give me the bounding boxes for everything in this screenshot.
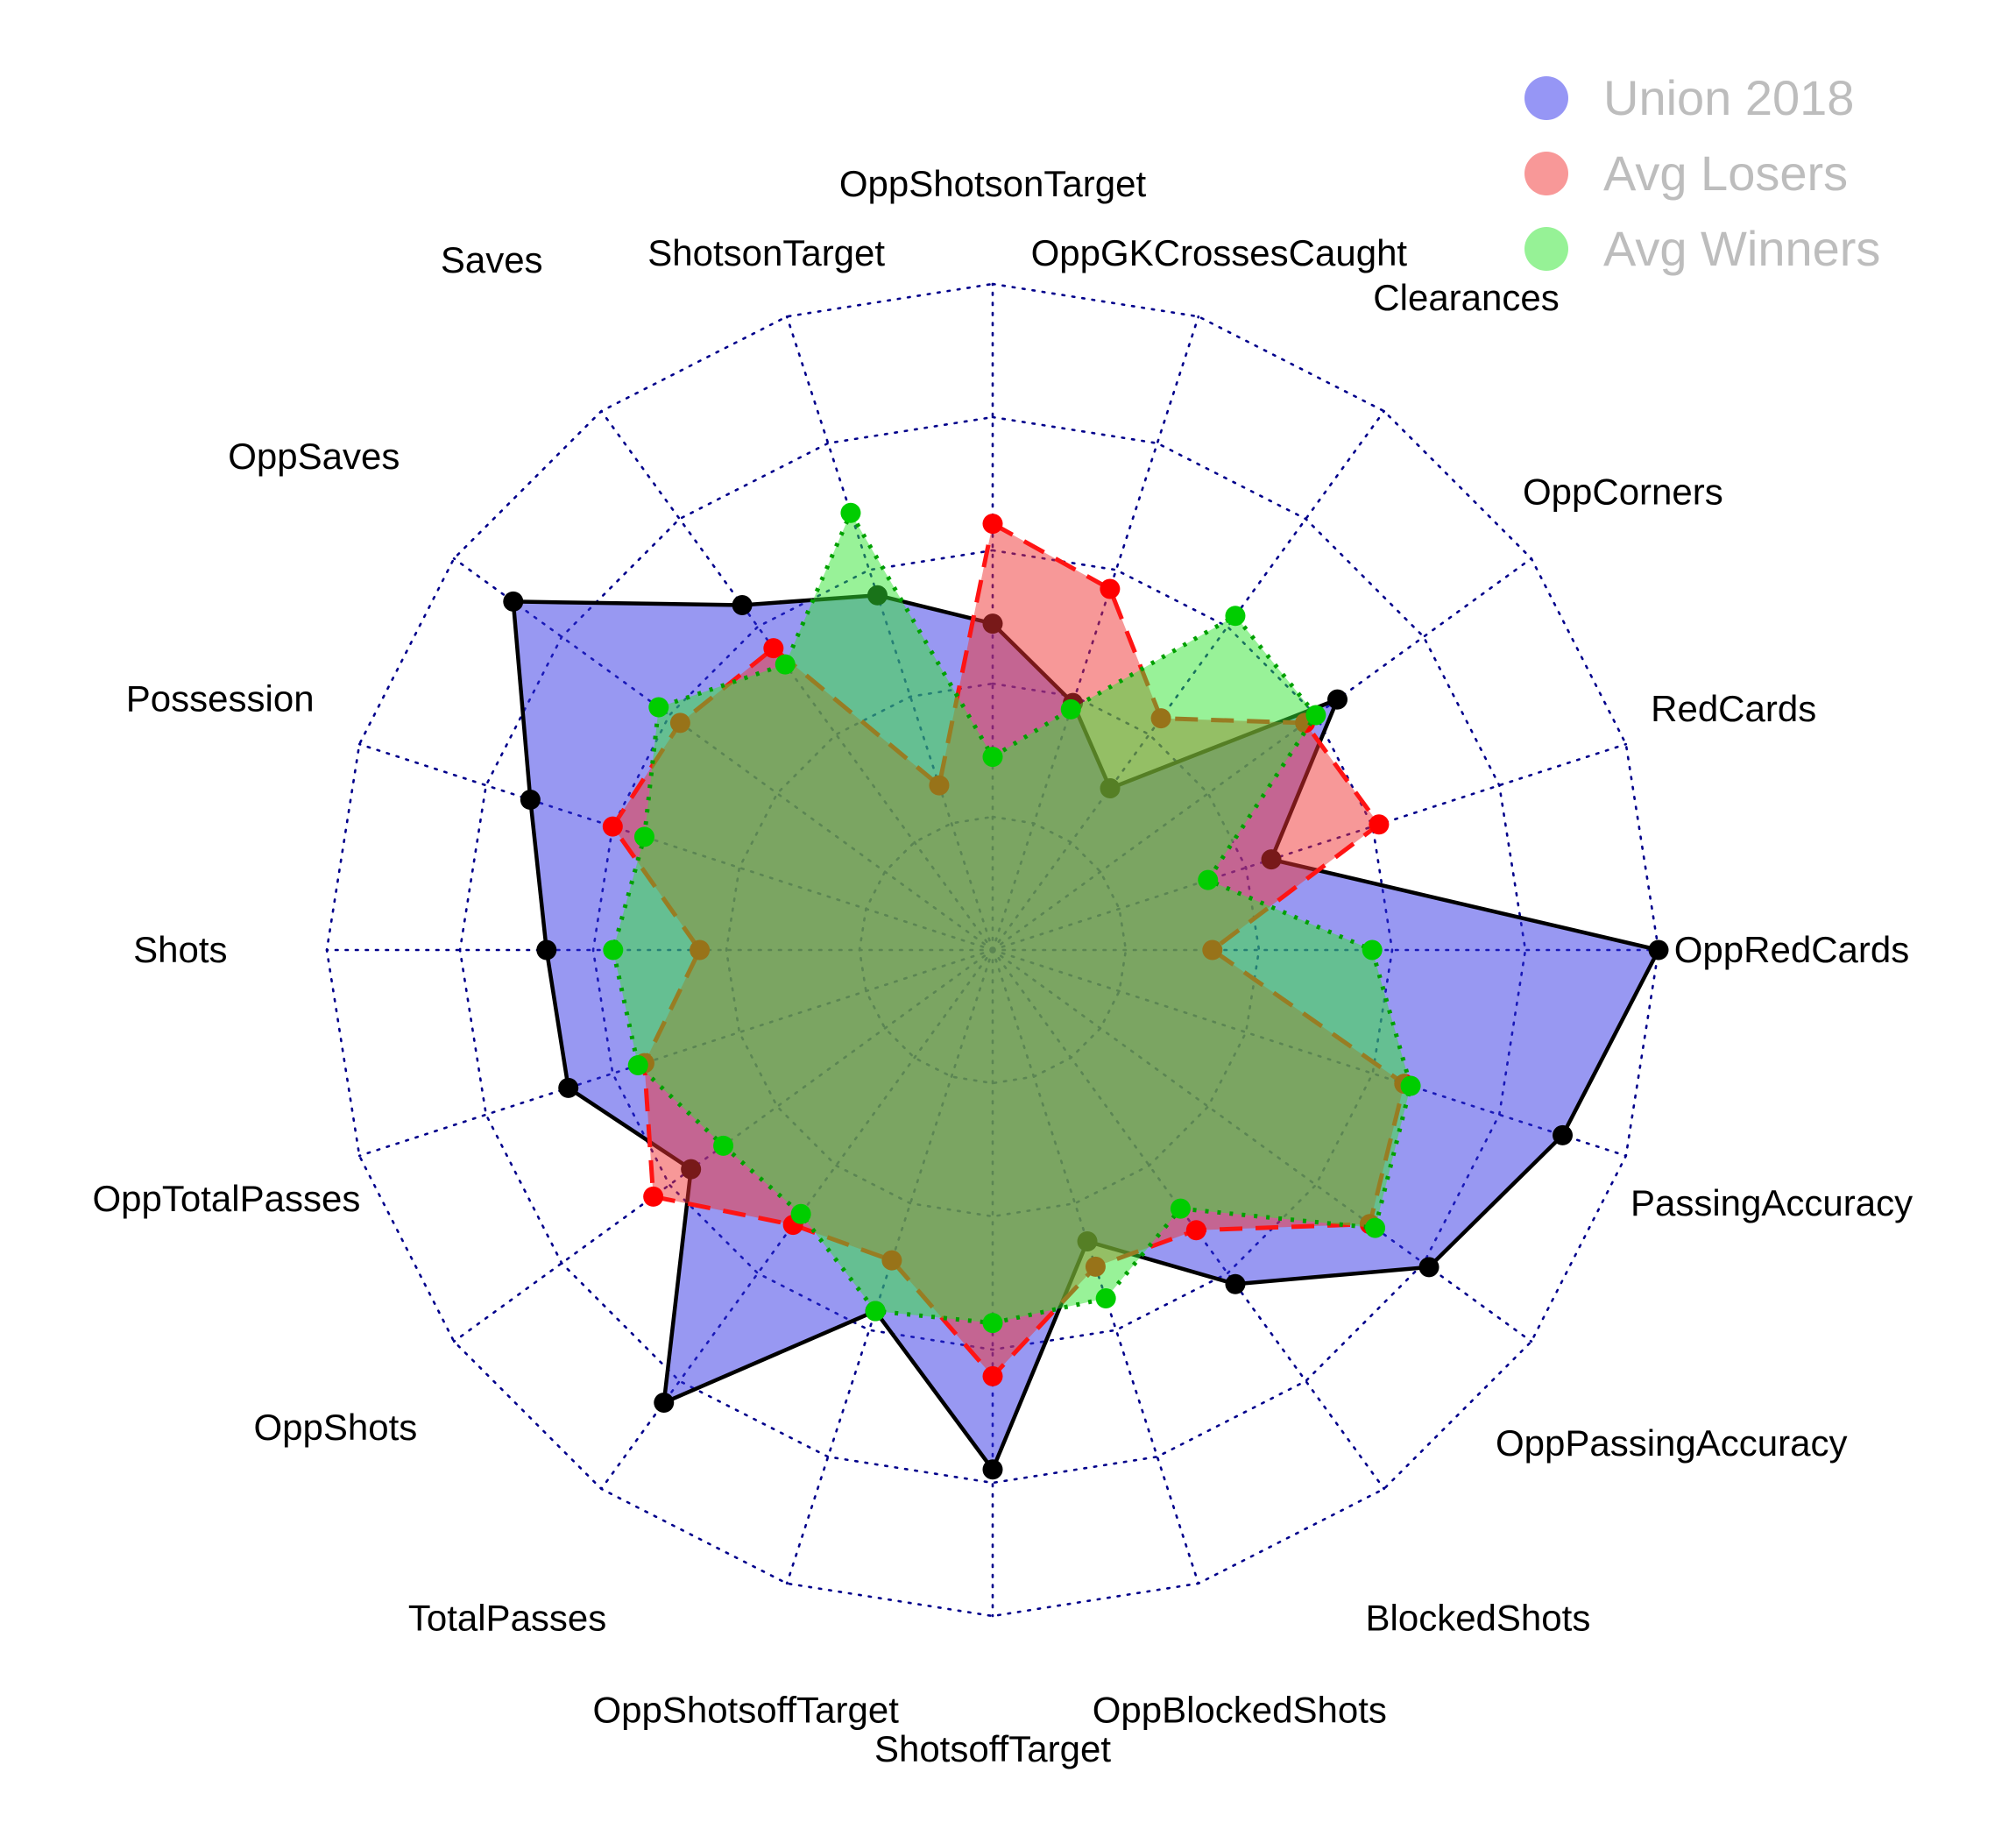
legend-dot-avg-losers xyxy=(1524,152,1568,195)
data-point-union-2018-TotalPasses xyxy=(654,1392,675,1413)
data-point-avg-winners-OppTotalPasses xyxy=(627,1055,648,1076)
data-point-union-2018-OppSaves xyxy=(503,591,524,612)
data-point-avg-winners-Shots xyxy=(603,939,624,961)
axis-label-BlockedShots: BlockedShots xyxy=(1366,1597,1591,1638)
grid-ring-4 xyxy=(458,415,1527,1485)
legend-dot-avg-winners xyxy=(1524,227,1568,271)
axis-label-Clearances: Clearances xyxy=(1373,277,1559,318)
data-point-union-2018-OppPassingAccuracy xyxy=(1418,1257,1439,1278)
data-point-union-2018-OppRedCards xyxy=(1648,939,1669,961)
data-point-union-2018-Saves xyxy=(732,594,753,615)
data-point-avg-winners-Clearances xyxy=(1225,606,1246,627)
data-point-union-2018-ShotsoffTarget xyxy=(982,1459,1003,1480)
data-point-avg-losers-OppGKCrossesCaught xyxy=(1100,578,1121,599)
axis-label-RedCards: RedCards xyxy=(1651,688,1816,729)
data-point-avg-losers-OppShotsonTarget xyxy=(982,514,1003,535)
data-point-avg-losers-OppShots xyxy=(643,1186,664,1207)
data-point-union-2018-BlockedShots xyxy=(1225,1273,1246,1294)
data-point-avg-winners-OppSaves xyxy=(648,697,669,718)
axis-label-Shots: Shots xyxy=(133,929,227,970)
data-point-avg-winners-OppRedCards xyxy=(1362,939,1383,961)
data-point-avg-winners-RedCards xyxy=(1198,869,1219,890)
data-point-avg-winners-OppShotsoffTarget xyxy=(865,1301,886,1322)
axis-label-OppBlockedShots: OppBlockedShots xyxy=(1093,1689,1387,1730)
axis-label-ShotsoffTarget: ShotsoffTarget xyxy=(874,1728,1111,1769)
axis-label-OppCorners: OppCorners xyxy=(1523,471,1723,512)
legend-label-union-2018: Union 2018 xyxy=(1603,70,1854,125)
data-point-avg-winners-TotalPasses xyxy=(790,1203,811,1224)
axis-label-ShotsonTarget: ShotsonTarget xyxy=(647,232,885,273)
data-point-union-2018-PassingAccuracy xyxy=(1553,1124,1574,1145)
axis-label-OppGKCrossesCaught: OppGKCrossesCaught xyxy=(1031,232,1408,273)
data-point-union-2018-Possession xyxy=(520,790,541,811)
data-point-avg-winners-OppCorners xyxy=(1305,705,1326,726)
data-point-avg-losers-BlockedShots xyxy=(1185,1220,1206,1241)
data-point-union-2018-OppCorners xyxy=(1327,689,1348,710)
data-point-avg-winners-Possession xyxy=(633,826,654,847)
data-point-avg-winners-OppShotsonTarget xyxy=(982,747,1003,768)
data-point-avg-winners-ShotsonTarget xyxy=(840,502,861,523)
axis-label-Saves: Saves xyxy=(441,239,543,280)
axis-label-OppShots: OppShots xyxy=(253,1407,417,1448)
data-point-avg-winners-OppShots xyxy=(713,1135,734,1156)
data-point-avg-winners-PassingAccuracy xyxy=(1400,1075,1421,1096)
data-point-avg-losers-Saves xyxy=(763,638,784,659)
axis-label-OppSaves: OppSaves xyxy=(228,436,400,477)
data-point-avg-winners-Saves xyxy=(775,654,796,675)
axis-label-OppTotalPasses: OppTotalPasses xyxy=(92,1178,360,1219)
data-point-union-2018-Shots xyxy=(536,939,557,961)
data-point-avg-winners-ShotsoffTarget xyxy=(982,1313,1003,1334)
axis-label-PassingAccuracy: PassingAccuracy xyxy=(1630,1182,1913,1223)
axis-label-TotalPasses: TotalPasses xyxy=(408,1597,606,1638)
axis-label-OppPassingAccuracy: OppPassingAccuracy xyxy=(1496,1422,1848,1464)
data-point-avg-winners-OppPassingAccuracy xyxy=(1365,1217,1386,1238)
data-point-avg-losers-Possession xyxy=(602,816,623,837)
data-point-avg-losers-ShotsoffTarget xyxy=(982,1365,1003,1386)
data-point-avg-losers-RedCards xyxy=(1369,814,1390,835)
legend-label-avg-winners: Avg Winners xyxy=(1603,221,1880,276)
data-point-avg-winners-OppBlockedShots xyxy=(1095,1288,1116,1309)
axis-label-Possession: Possession xyxy=(126,677,315,719)
axis-label-OppShotsonTarget: OppShotsonTarget xyxy=(839,163,1147,204)
data-point-union-2018-OppTotalPasses xyxy=(558,1077,579,1098)
data-point-avg-winners-OppGKCrossesCaught xyxy=(1060,698,1081,720)
legend-dot-union-2018 xyxy=(1524,76,1568,120)
data-point-avg-winners-BlockedShots xyxy=(1170,1198,1191,1219)
axis-label-OppShotsoffTarget: OppShotsoffTarget xyxy=(592,1689,899,1730)
legend-label-avg-losers: Avg Losers xyxy=(1603,145,1848,201)
axis-label-OppRedCards: OppRedCards xyxy=(1674,929,1909,970)
grid-ring-5 xyxy=(325,282,1660,1618)
